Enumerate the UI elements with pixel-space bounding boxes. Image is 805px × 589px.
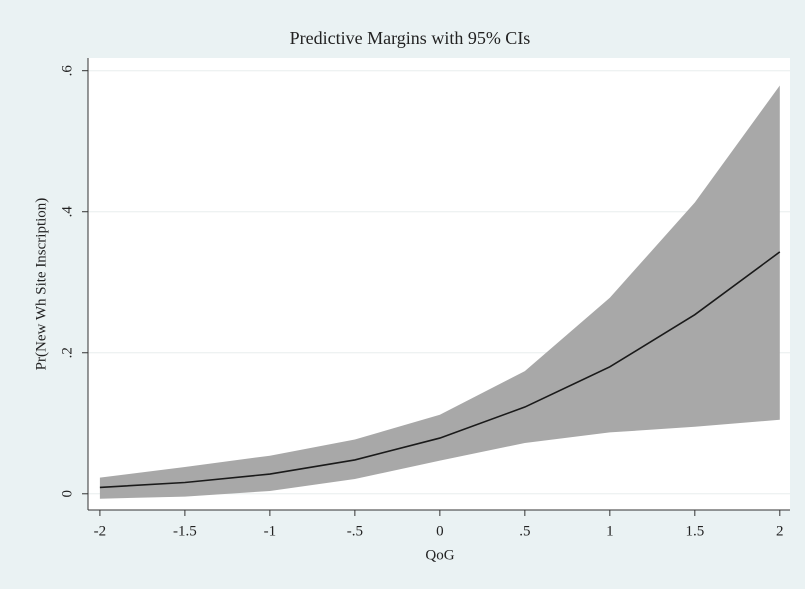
line	[99, 251, 781, 489]
x-tick-label: 1	[606, 523, 614, 539]
x-tick-label: 0	[436, 523, 444, 539]
x-tick-label: 2	[776, 523, 784, 539]
chart-title: Predictive Margins with 95% CIs	[290, 28, 531, 48]
x-tick-label: -2	[94, 523, 107, 539]
y-axis-label: Pr(New Wh Site Inscription)	[33, 198, 49, 371]
y-tick-label: 0	[59, 490, 75, 498]
y-tick-label: .6	[59, 65, 75, 77]
confidence-band	[99, 85, 780, 499]
y-tick-label: .4	[59, 206, 75, 218]
x-tick-label: -1	[264, 523, 277, 539]
x-tick-label: 1.5	[685, 523, 704, 539]
x-tick-label: .5	[519, 523, 530, 539]
x-tick-label: -.5	[347, 523, 363, 539]
x-tick-label: -1.5	[173, 523, 197, 539]
x-axis-label: QoG	[425, 547, 454, 563]
y-tick-label: .2	[59, 347, 75, 358]
